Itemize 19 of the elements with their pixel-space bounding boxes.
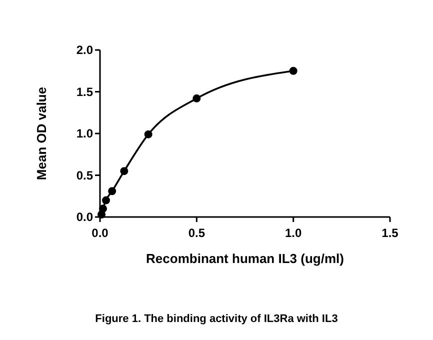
- point: [192, 94, 201, 102]
- x-tick-label: 1.5: [382, 226, 399, 240]
- x-tick-label: 0.0: [92, 226, 109, 240]
- point: [289, 66, 298, 75]
- point: [108, 187, 116, 196]
- x-tick-label: 1.0: [284, 226, 302, 240]
- y-tick-label: 0.0: [76, 210, 94, 224]
- text: Figure 1. The binding activity of IL3Ra with IL3: [95, 313, 338, 325]
- x-axis-title: Recombinant human IL3 (ug/ml): [146, 251, 344, 266]
- point: [144, 130, 152, 138]
- x-tick-label: 0.5: [188, 226, 206, 240]
- y-tick-label: 2.0: [76, 43, 94, 58]
- y-tick-label: 1.5: [76, 84, 94, 99]
- point: [120, 167, 128, 176]
- y-tick-label: 1.0: [76, 126, 94, 141]
- point: [99, 204, 108, 213]
- y-axis-title: Mean OD value: [34, 86, 49, 180]
- y-tick-label: 0.5: [76, 168, 94, 182]
- point: [102, 196, 110, 204]
